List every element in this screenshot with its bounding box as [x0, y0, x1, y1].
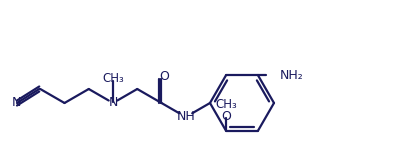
- Text: O: O: [220, 110, 230, 123]
- Text: NH: NH: [176, 111, 195, 124]
- Text: N: N: [108, 96, 117, 109]
- Text: O: O: [159, 71, 169, 84]
- Text: NH₂: NH₂: [279, 69, 303, 82]
- Text: N: N: [11, 96, 20, 109]
- Text: CH₃: CH₃: [215, 98, 236, 111]
- Text: CH₃: CH₃: [102, 72, 124, 85]
